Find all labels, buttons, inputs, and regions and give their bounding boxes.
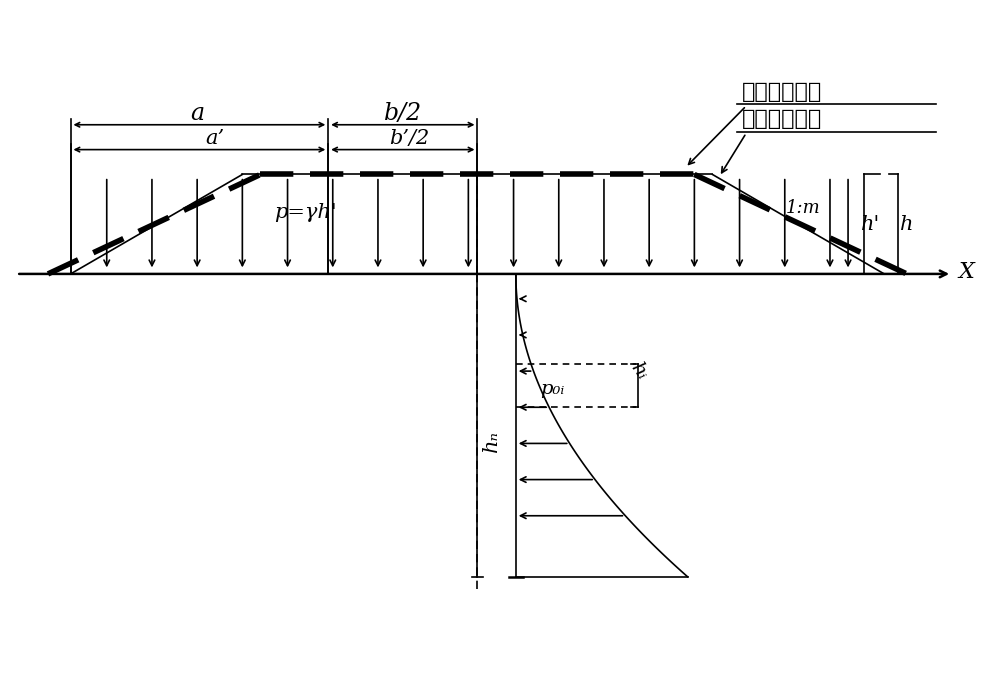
- Text: p₀ᵢ: p₀ᵢ: [540, 380, 564, 398]
- Text: b’/2: b’/2: [389, 129, 430, 148]
- Text: h: h: [900, 215, 914, 233]
- Text: X: X: [959, 261, 975, 283]
- Text: a: a: [190, 102, 204, 125]
- Text: 真实路基断面: 真实路基断面: [742, 109, 822, 129]
- Text: 1:m: 1:m: [785, 199, 820, 217]
- Text: h': h': [861, 215, 880, 233]
- Text: a’: a’: [206, 129, 225, 148]
- Text: hₙ: hₙ: [482, 430, 501, 452]
- Text: b/2: b/2: [384, 102, 422, 125]
- Text: hᵢ: hᵢ: [627, 359, 651, 383]
- Text: p=γh': p=γh': [274, 204, 337, 222]
- Text: 修正路基断面: 修正路基断面: [742, 82, 822, 102]
